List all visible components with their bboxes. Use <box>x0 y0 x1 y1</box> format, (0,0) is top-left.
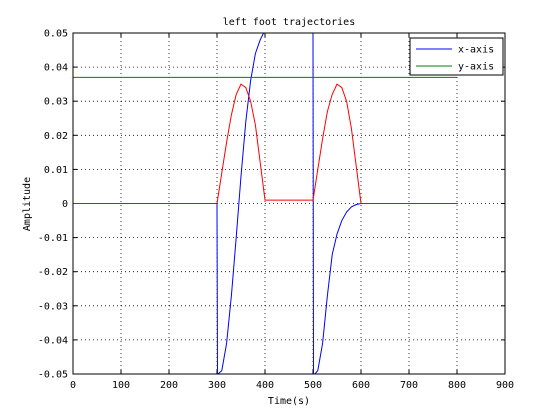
y-tick-label: -0.04 <box>38 335 68 346</box>
y-tick-label: -0.03 <box>38 301 68 312</box>
x-tick-label: 100 <box>112 380 130 391</box>
y-tick-labels: -0.05 -0.04 -0.03 -0.02 -0.01 0 0.01 0.02 0.03 0.… <box>38 29 68 381</box>
y-tick-label: 0.01 <box>44 165 68 176</box>
x-tick-label: 0 <box>70 380 76 391</box>
series-line-series-3 <box>73 83 457 204</box>
x-tick-label: 200 <box>160 380 178 391</box>
y-tick-label: -0.02 <box>38 267 68 278</box>
x-tick-label: 700 <box>400 380 418 391</box>
legend-label: x-axis <box>458 45 494 56</box>
x-tick-label: 500 <box>304 380 322 391</box>
x-tick-label: 900 <box>496 380 514 391</box>
x-tick-label: 600 <box>352 380 370 391</box>
x-axis-label: Time(s) <box>268 396 310 407</box>
plot-frame <box>72 32 506 375</box>
x-tick-label: 300 <box>208 380 226 391</box>
y-tick-label: 0 <box>62 199 68 210</box>
y-tick-label: 0.02 <box>44 131 68 142</box>
legend-label: y-axis <box>458 62 494 73</box>
y-axis-label: Amplitude <box>22 177 33 231</box>
x-tick-labels: 0 100 200 300 400 500 600 700 800 900 <box>70 380 514 391</box>
x-tick-label: 800 <box>448 380 466 391</box>
legend: x-axis y-axis <box>409 37 504 76</box>
y-tick-label: 0.03 <box>44 97 68 108</box>
y-tick-label: 0.04 <box>44 63 68 74</box>
y-tick-label: -0.05 <box>38 370 68 381</box>
chart-title: left foot trajectories <box>223 17 355 28</box>
y-tick-label: -0.01 <box>38 233 68 244</box>
x-tick-label: 400 <box>256 380 274 391</box>
y-tick-label: 0.05 <box>44 29 68 40</box>
legend-box <box>409 37 504 76</box>
